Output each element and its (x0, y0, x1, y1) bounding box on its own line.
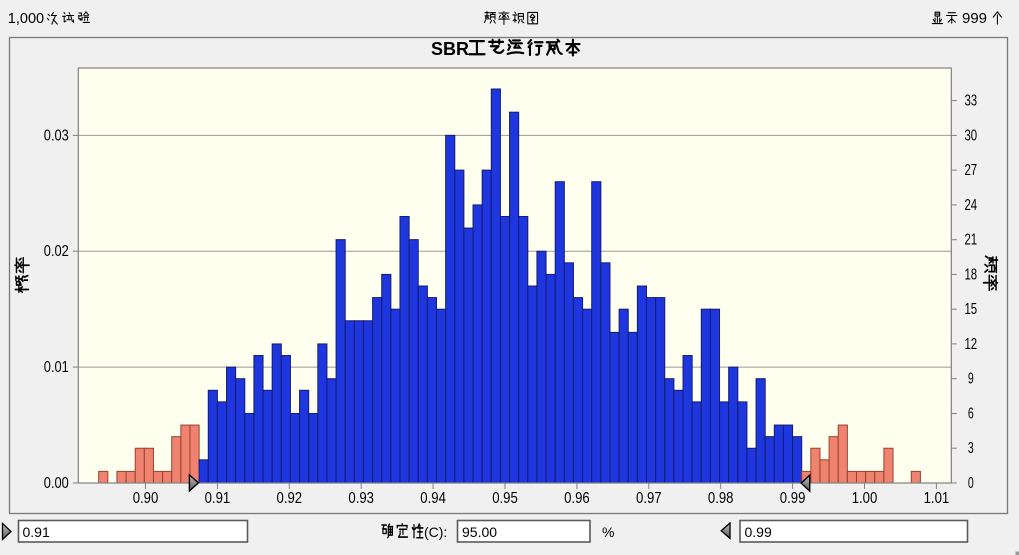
svg-text:9: 9 (968, 371, 974, 388)
svg-text:0.90: 0.90 (133, 490, 159, 507)
svg-text:1.01: 1.01 (924, 490, 950, 507)
svg-text:1.00: 1.00 (852, 490, 878, 507)
svg-text:95.00: 95.00 (462, 524, 497, 540)
svg-text:999: 999 (962, 10, 987, 27)
svg-text:0.91: 0.91 (23, 524, 50, 540)
svg-text:0.01: 0.01 (44, 359, 69, 376)
svg-text:0.97: 0.97 (636, 490, 662, 507)
svg-text:0.94: 0.94 (420, 490, 446, 507)
svg-text:0.92: 0.92 (277, 490, 303, 507)
svg-text:33: 33 (964, 93, 977, 110)
svg-text:0.99: 0.99 (780, 490, 806, 507)
svg-text:18: 18 (964, 266, 977, 283)
svg-text:0.96: 0.96 (564, 490, 590, 507)
svg-text:0.02: 0.02 (44, 243, 69, 260)
svg-text:0: 0 (968, 475, 974, 492)
svg-text:SBR: SBR (431, 39, 469, 59)
svg-text:12: 12 (964, 336, 977, 353)
svg-text:3: 3 (968, 440, 974, 457)
svg-text:24: 24 (964, 197, 977, 214)
svg-text:30: 30 (964, 127, 977, 144)
svg-text:15: 15 (964, 301, 977, 318)
svg-text:1,000: 1,000 (8, 11, 44, 27)
svg-text:0.98: 0.98 (708, 490, 734, 507)
svg-text:(C):: (C): (424, 524, 447, 540)
svg-text:0.93: 0.93 (348, 490, 374, 507)
svg-text:6: 6 (968, 405, 974, 422)
svg-text:%: % (602, 524, 614, 540)
svg-text:27: 27 (964, 162, 977, 179)
svg-text:0.91: 0.91 (205, 490, 231, 507)
svg-text:0.00: 0.00 (44, 475, 69, 492)
svg-text:21: 21 (964, 232, 977, 249)
svg-text:0.03: 0.03 (44, 127, 69, 144)
svg-text:0.99: 0.99 (745, 524, 772, 540)
svg-text:0.95: 0.95 (492, 490, 518, 507)
